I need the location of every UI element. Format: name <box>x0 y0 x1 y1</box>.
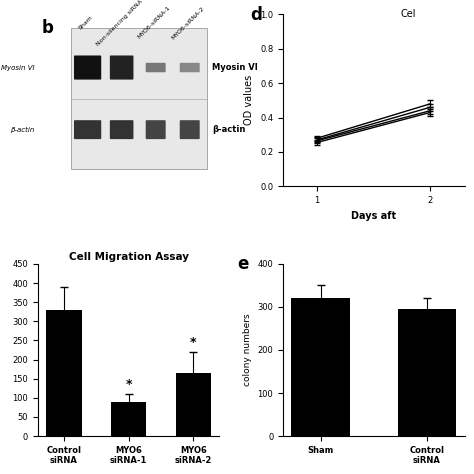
Text: e: e <box>237 255 249 273</box>
Y-axis label: OD values: OD values <box>245 75 255 126</box>
FancyBboxPatch shape <box>71 28 207 169</box>
Text: β-actin: β-actin <box>10 127 34 133</box>
X-axis label: Days aft: Days aft <box>351 210 396 221</box>
Bar <box>175 373 211 436</box>
FancyBboxPatch shape <box>74 120 101 139</box>
Y-axis label: colony numbers: colony numbers <box>243 314 252 386</box>
Text: d: d <box>250 6 262 24</box>
Bar <box>46 310 82 436</box>
Text: Cel: Cel <box>401 9 417 19</box>
Text: b: b <box>42 19 54 37</box>
Text: *: * <box>190 336 197 349</box>
FancyBboxPatch shape <box>180 63 200 72</box>
FancyBboxPatch shape <box>146 120 166 139</box>
FancyBboxPatch shape <box>180 120 200 139</box>
Text: Myosin VI: Myosin VI <box>212 63 258 72</box>
Text: Non-silencing siRNA: Non-silencing siRNA <box>96 0 144 47</box>
Text: MYO6-siRNA-2: MYO6-siRNA-2 <box>171 5 205 40</box>
Bar <box>291 298 350 436</box>
Bar <box>398 309 456 436</box>
Bar <box>111 401 146 436</box>
Text: Sham: Sham <box>78 15 94 31</box>
FancyBboxPatch shape <box>146 63 166 72</box>
FancyBboxPatch shape <box>110 120 134 139</box>
Text: *: * <box>126 378 132 391</box>
FancyBboxPatch shape <box>74 55 101 80</box>
Title: Cell Migration Assay: Cell Migration Assay <box>69 252 189 262</box>
Text: Myosin VI: Myosin VI <box>0 64 34 71</box>
FancyBboxPatch shape <box>110 55 134 80</box>
Text: β-actin: β-actin <box>212 125 246 134</box>
Text: MYO6-siRNA-1: MYO6-siRNA-1 <box>137 5 171 40</box>
